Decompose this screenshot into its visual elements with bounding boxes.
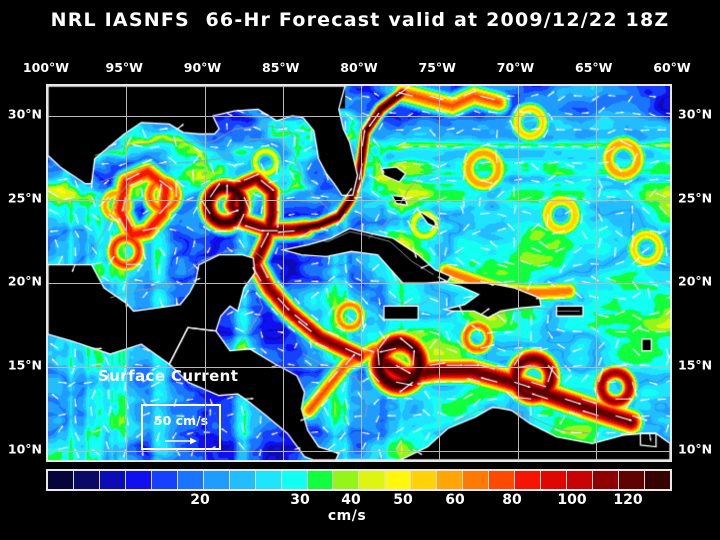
colorbar-cell-22 — [618, 471, 645, 489]
lon-tick-7: 65°W — [575, 60, 613, 75]
lat-tick-r0: 30°N — [678, 106, 713, 122]
lon-tick-2: 90°W — [183, 60, 222, 75]
lon-tick-5: 75°W — [418, 60, 456, 75]
colorbar-tick-0: 20 — [190, 492, 210, 508]
colorbar-unit: cm/s — [0, 508, 720, 524]
colorbar-cell-16 — [463, 471, 490, 489]
colorbar-cell-20 — [567, 471, 594, 489]
colorbar-cell-19 — [541, 471, 568, 489]
scale-box: 50 cm/s — [141, 404, 221, 450]
lat-tick-l3: 15°N — [7, 357, 42, 373]
lat-tick-r4: 10°N — [678, 441, 713, 457]
colorbar-cell-18 — [515, 471, 542, 489]
page-title: NRL IASNFS 66-Hr Forecast valid at 2009/… — [50, 9, 670, 31]
colorbar-tick-2: 40 — [341, 492, 361, 508]
colorbar-cell-12 — [359, 471, 386, 489]
colorbar-cell-3 — [125, 471, 152, 489]
longitude-axis: 100°W 95°W 90°W 85°W 80°W 75°W 70°W 65°W 60°W — [0, 60, 720, 76]
colorbar-tick-5: 80 — [502, 492, 522, 508]
colorbar-cell-4 — [151, 471, 178, 489]
lat-tick-l1: 25°N — [7, 190, 42, 206]
legend-caption: Surface Current — [98, 367, 239, 385]
colorbar-cell-10 — [307, 471, 334, 489]
colorbar-cell-5 — [177, 471, 204, 489]
lon-tick-0: 100°W — [22, 60, 70, 75]
lon-tick-3: 85°W — [262, 60, 300, 75]
lat-tick-l0: 30°N — [7, 106, 42, 122]
surface-current-field — [48, 86, 670, 460]
colorbar-cell-1 — [73, 471, 100, 489]
lon-tick-4: 80°W — [340, 60, 378, 75]
colorbar-unit-label: cm/s — [327, 508, 367, 524]
scale-label: 50 cm/s — [153, 413, 209, 428]
lon-tick-1: 95°W — [105, 60, 143, 75]
colorbar-tick-6: 100 — [557, 492, 587, 508]
colorbar-cell-13 — [385, 471, 412, 489]
colorbar-tick-4: 60 — [445, 492, 465, 508]
lat-tick-l4: 10°N — [7, 441, 42, 457]
colorbar-cell-11 — [333, 471, 360, 489]
colorbar-cell-6 — [203, 471, 230, 489]
colorbar-tick-3: 50 — [393, 492, 413, 508]
colorbar-ticks: 20 30 40 50 60 80 100 120 — [0, 492, 720, 510]
colorbar-cell-8 — [255, 471, 282, 489]
colorbar-tick-1: 30 — [290, 492, 310, 508]
lat-tick-r2: 20°N — [678, 273, 713, 289]
colorbar-cell-15 — [437, 471, 464, 489]
right-arrow-icon — [165, 437, 197, 445]
map-panel[interactable]: Surface Current 50 cm/s — [46, 84, 672, 462]
lon-tick-8: 60°W — [653, 60, 691, 75]
colorbar-cell-7 — [229, 471, 256, 489]
lat-tick-l2: 20°N — [7, 273, 42, 289]
colorbar[interactable] — [46, 469, 672, 491]
colorbar-cell-23 — [644, 471, 670, 489]
colorbar-cell-21 — [593, 471, 619, 489]
lon-tick-6: 70°W — [496, 60, 535, 75]
latitude-axis-left: 30°N 25°N 20°N 15°N 10°N — [0, 0, 46, 540]
latitude-axis-right: 30°N 25°N 20°N 15°N 10°N — [674, 0, 720, 540]
colorbar-cell-9 — [281, 471, 308, 489]
colorbar-cell-17 — [489, 471, 516, 489]
colorbar-cell-2 — [99, 471, 126, 489]
lat-tick-r1: 25°N — [678, 190, 713, 206]
colorbar-tick-7: 120 — [613, 492, 643, 508]
colorbar-cell-14 — [411, 471, 438, 489]
colorbar-cell-0 — [48, 471, 74, 489]
lat-tick-r3: 15°N — [678, 357, 713, 373]
